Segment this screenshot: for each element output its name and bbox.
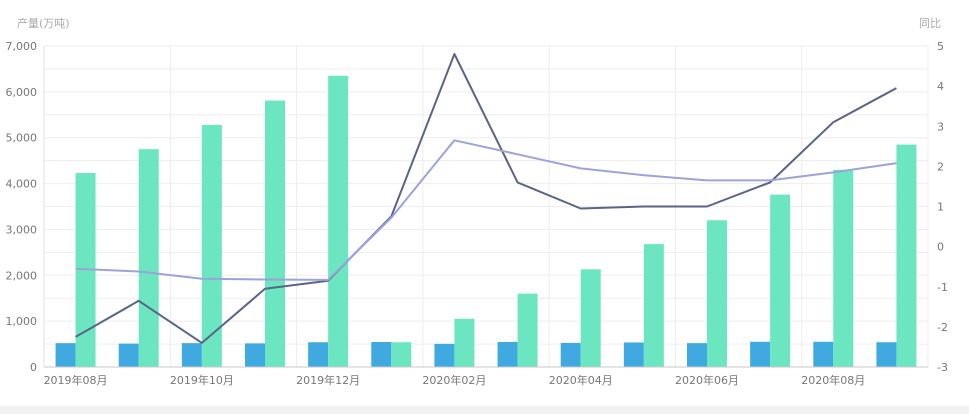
bar-series-1-bar[interactable] [876, 342, 897, 367]
x-tick-label: 2020年04月 [549, 373, 613, 387]
y-left-tick-label: 1,000 [6, 315, 38, 328]
y-right-tick-label: -2 [937, 321, 948, 334]
bar-series-2-bar[interactable] [201, 124, 222, 367]
bar-series-2-bar[interactable] [454, 318, 475, 367]
bar-series-1-bar[interactable] [308, 342, 329, 367]
bar-series-2-bar[interactable] [707, 220, 727, 367]
y-right-tick-label: 1 [937, 201, 944, 214]
x-tick-label: 2020年08月 [801, 373, 865, 387]
bar-series-1-bar[interactable] [497, 342, 518, 367]
y-right-tick-label: 0 [937, 241, 944, 254]
line-series-1[interactable] [75, 53, 897, 344]
footer-strip [0, 406, 969, 414]
bar-series-1-bar[interactable] [118, 343, 139, 367]
bar-series-1-bar[interactable] [245, 343, 265, 367]
y-right-tick-label: 2 [937, 160, 944, 173]
y-left-tick-label: 6,000 [6, 86, 38, 99]
bar-series-2-bar[interactable] [833, 169, 854, 367]
bar-series-2-bar[interactable] [580, 269, 601, 367]
x-tick-label: 2020年02月 [422, 373, 486, 387]
y-left-tick-label: 0 [30, 361, 37, 374]
bars [55, 75, 917, 368]
bar-series-1-bar[interactable] [371, 342, 392, 367]
bar-series-1-bar[interactable] [181, 343, 202, 367]
y-right-tick-label: -1 [937, 281, 948, 294]
y-right-axis-title: 同比 [919, 17, 941, 30]
y-left-tick-label: 3,000 [6, 223, 38, 236]
bar-series-1-bar[interactable] [750, 341, 771, 367]
bar-series-1-bar[interactable] [560, 342, 581, 367]
bar-series-2-bar[interactable] [517, 293, 538, 367]
y-left-tick-label: 2,000 [6, 269, 38, 282]
bar-series-2-bar[interactable] [643, 244, 664, 367]
x-tick-label: 2020年06月 [675, 373, 739, 387]
bar-series-1-bar[interactable] [623, 342, 644, 367]
y-left-tick-label: 7,000 [6, 40, 38, 53]
y-left-tick-label: 4,000 [6, 178, 38, 191]
line-series-2[interactable] [75, 139, 897, 281]
bar-series-2-bar[interactable] [896, 144, 917, 367]
bar-series-2-bar[interactable] [265, 100, 285, 367]
x-tick-label: 2019年08月 [44, 373, 108, 387]
y-left-tick-label: 5,000 [6, 132, 38, 145]
y-right-tick-label: 4 [937, 80, 944, 93]
x-tick-label: 2019年12月 [296, 373, 360, 387]
bar-series-1-bar[interactable] [55, 343, 76, 367]
axes: 2019年08月 2019年10月 2019年12月 2020年02月 2020年04月… [6, 40, 948, 387]
y-right-tick-label: -3 [937, 361, 948, 374]
bar-series-1-bar[interactable] [687, 343, 707, 367]
x-tick-label: 2019年10月 [170, 373, 234, 387]
bar-series-2-bar[interactable] [391, 342, 412, 367]
bar-series-2-bar[interactable] [328, 75, 349, 368]
bar-series-1-bar[interactable] [434, 343, 455, 367]
bar-series-1-bar[interactable] [813, 341, 834, 367]
y-left-axis-title: 产量(万吨) [17, 16, 70, 30]
grid [43, 45, 929, 368]
bar-series-2-bar[interactable] [770, 194, 791, 367]
lines [75, 53, 897, 344]
y-right-tick-label: 5 [937, 40, 944, 53]
bar-series-2-bar[interactable] [138, 149, 159, 367]
y-right-tick-label: 3 [937, 120, 944, 133]
